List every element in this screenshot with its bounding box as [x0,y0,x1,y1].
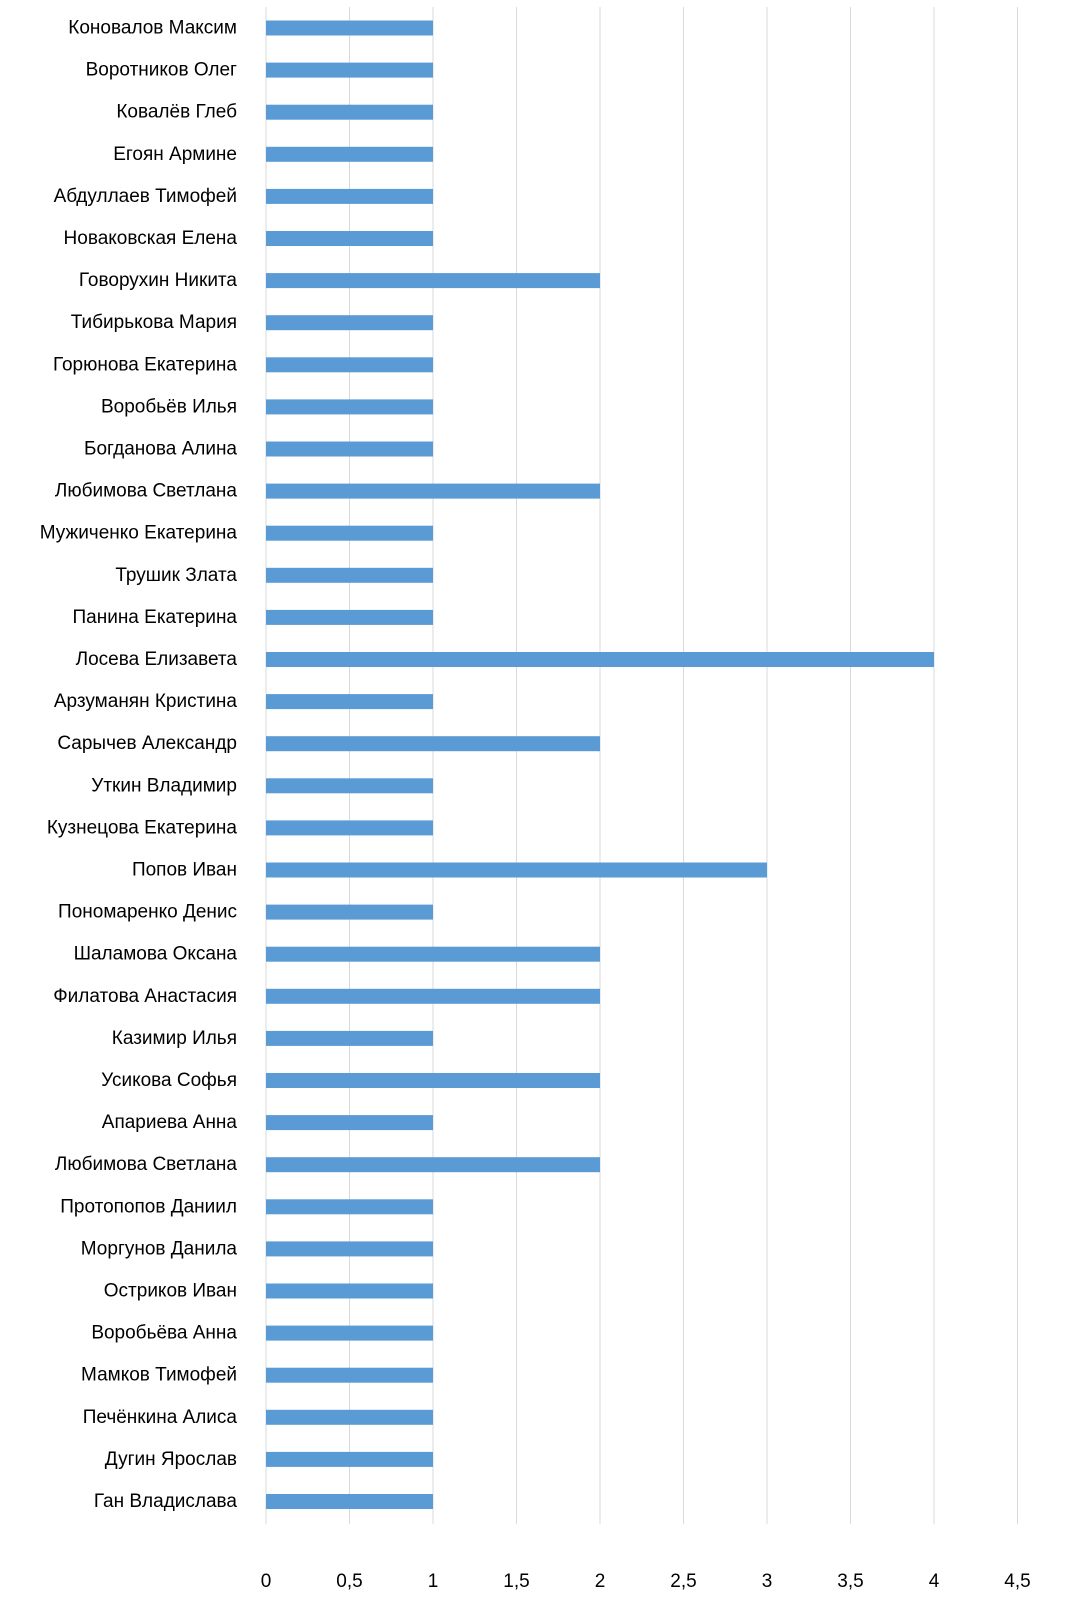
category-label-14: Панина Екатерина [72,607,237,628]
bar-4 [266,188,433,204]
category-label-18: Уткин Владимир [91,775,237,796]
bar-14 [266,609,433,625]
x-tick-label-6: 3 [762,1571,773,1592]
bar-19 [266,820,433,836]
grid-layer [265,7,1018,1524]
bar-5 [266,231,433,246]
bar-20 [266,862,767,878]
category-label-11: Любимова Светлана [55,481,238,502]
category-label-28: Протопопов Даниил [60,1196,237,1217]
category-label-13: Трушик Злата [115,565,237,586]
x-tick-label-4: 2 [595,1571,606,1592]
bar-3 [266,146,433,162]
category-label-15: Лосева Елизавета [76,649,238,670]
bar-15 [266,652,934,667]
category-label-35: Ган Владислава [94,1491,238,1512]
bar-27 [266,1157,600,1173]
category-label-26: Апариева Анна [102,1112,238,1133]
bar-12 [266,525,433,541]
category-label-10: Богданова Алина [84,439,237,460]
category-label-16: Арзуманян Кристина [54,691,238,712]
bar-2 [266,104,433,120]
bar-35 [266,1494,433,1509]
category-label-3: Егоян Армине [113,144,237,165]
category-label-9: Воробьёв Илья [101,396,237,417]
category-label-7: Тибирькова Мария [71,312,237,333]
x-tick-label-0: 0 [261,1571,272,1592]
bar-26 [266,1115,433,1131]
category-label-33: Печёнкина Алиса [83,1407,238,1428]
category-label-34: Дугин Ярослав [105,1449,237,1470]
bar-11 [266,483,600,499]
bar-34 [266,1451,433,1467]
bar-18 [266,778,433,794]
x-tick-label-8: 4 [929,1571,940,1592]
x-tick-label-5: 2,5 [670,1571,696,1592]
x-tick-label-9: 4,5 [1004,1571,1030,1592]
bar-31 [266,1325,433,1341]
category-label-5: Новаковская Елена [64,228,238,249]
bar-17 [266,736,600,752]
bar-25 [266,1073,600,1088]
bar-7 [266,315,433,331]
category-label-31: Воробьёва Анна [91,1323,237,1344]
bar-layer [266,20,934,1509]
category-label-27: Любимова Светлана [55,1154,238,1175]
bar-16 [266,694,433,710]
category-label-29: Моргунов Данила [81,1238,238,1259]
category-label-6: Говорухин Никита [79,270,238,291]
category-label-12: Мужиченко Екатерина [40,523,238,544]
category-label-2: Ковалёв Глеб [116,102,237,123]
bar-10 [266,441,433,457]
bar-8 [266,357,433,373]
bar-29 [266,1241,433,1257]
category-label-0: Коновалов Максим [68,18,237,39]
bar-23 [266,988,600,1004]
bar-9 [266,399,433,415]
bar-1 [266,62,433,78]
category-label-17: Сарычев Александр [57,733,237,754]
category-label-24: Казимир Илья [112,1028,237,1049]
bar-21 [266,904,433,920]
category-label-25: Усикова Софья [101,1070,237,1091]
x-tick-label-3: 1,5 [503,1571,529,1592]
category-label-1: Воротников Олег [86,60,237,81]
bar-30 [266,1283,433,1299]
category-label-4: Абдуллаев Тимофей [54,186,237,207]
bar-24 [266,1030,433,1046]
x-tick-label-7: 3,5 [837,1571,863,1592]
bar-6 [266,273,600,289]
bar-13 [266,567,433,583]
category-label-21: Пономаренко Денис [58,902,237,923]
category-label-19: Кузнецова Екатерина [47,817,238,838]
x-tick-label-2: 1 [428,1571,439,1592]
tick-label-layer: 0 0,5 1 1,5 2 2,5 3 3,5 4 4,5 [261,1571,1031,1592]
category-label-32: Мамков Тимофей [81,1365,237,1386]
category-label-23: Филатова Анастасия [53,986,237,1007]
bar-32 [266,1367,433,1383]
category-label-22: Шаламова Оксана [74,944,238,965]
category-label-8: Горюнова Екатерина [53,354,237,375]
bar-22 [266,946,600,962]
bar-28 [266,1199,433,1215]
bar-0 [266,20,433,36]
category-label-20: Попов Иван [132,860,237,881]
x-tick-label-1: 0,5 [336,1571,362,1592]
category-label-30: Остриков Иван [104,1281,237,1302]
category-label-layer: Коновалов Максим Воротников Олег Ковалёв Г… [40,18,238,1513]
bar-33 [266,1409,433,1425]
